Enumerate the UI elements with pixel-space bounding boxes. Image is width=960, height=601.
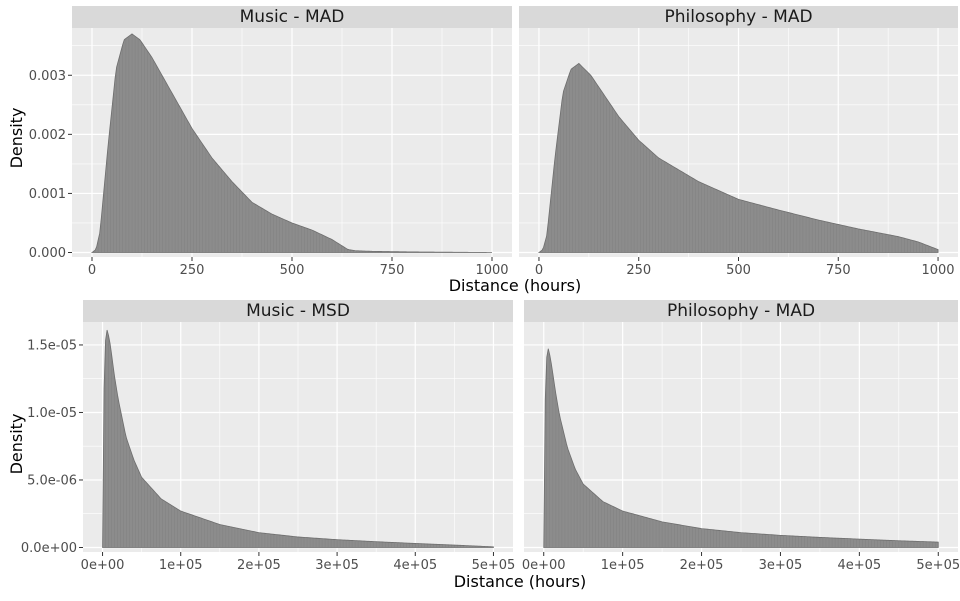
density-area xyxy=(537,62,939,253)
bottom-y-axis-title: Density xyxy=(7,414,26,475)
density-area xyxy=(102,329,494,548)
bottom-x-axis-title: Distance (hours) xyxy=(454,572,587,591)
y-tick-label: 0.0e+00 xyxy=(21,541,77,556)
y-tick-label: 5.0e-06 xyxy=(27,473,77,488)
x-tick-label: 1000 xyxy=(921,263,954,278)
x-tick-label: 2e+05 xyxy=(680,558,724,573)
panel-title: Music - MAD xyxy=(240,7,345,27)
y-tick-label: 0.002 xyxy=(29,128,66,143)
x-tick-label: 0e+00 xyxy=(81,558,125,573)
panel-title: Philosophy - MAD xyxy=(667,301,815,321)
x-tick-label: 0 xyxy=(88,263,96,278)
y-tick-label: 0.000 xyxy=(29,246,66,261)
panel-title: Philosophy - MAD xyxy=(664,7,812,27)
panel-strip xyxy=(524,300,958,322)
y-tick-label: 0.003 xyxy=(29,69,66,84)
x-tick-label: 5e+05 xyxy=(472,558,516,573)
panel-strip xyxy=(72,6,512,28)
x-tick-label: 0e+00 xyxy=(522,558,566,573)
y-tick-label: 1.5e-05 xyxy=(27,338,77,353)
x-tick-label: 3e+05 xyxy=(759,558,803,573)
x-tick-label: 2e+05 xyxy=(237,558,281,573)
panel-2: Philosophy - MAD 0 250 500 750 1000 xyxy=(519,6,958,278)
x-tick-label: 250 xyxy=(626,263,651,278)
x-tick-label: 1000 xyxy=(475,263,508,278)
y-tick-label: 0.001 xyxy=(29,187,66,202)
top-y-axis-title: Density xyxy=(7,108,26,169)
panel-4: Philosophy - MAD 0e+00 1e+05 2e+05 3e+05 4e+0… xyxy=(522,300,960,573)
x-tick-label: 1e+05 xyxy=(159,558,203,573)
top-x-axis-title: Distance (hours) xyxy=(449,276,582,295)
x-tick-label: 250 xyxy=(180,263,205,278)
x-tick-label: 4e+05 xyxy=(393,558,437,573)
density-area xyxy=(543,348,939,548)
x-tick-label: 1e+05 xyxy=(601,558,645,573)
panel-title: Music - MSD xyxy=(246,301,350,321)
x-tick-label: 0 xyxy=(535,263,543,278)
density-area xyxy=(90,33,493,253)
panel-1: Music - MAD 0 250 500 750 1000 0.000 0.001 0.002… xyxy=(29,6,512,278)
x-tick-label: 5e+05 xyxy=(916,558,960,573)
x-tick-label: 750 xyxy=(380,263,405,278)
panels-layer: Music - MAD 0 250 500 750 1000 0.000 0.001 0.002… xyxy=(21,6,960,573)
y-tick-label: 1.0e-05 xyxy=(27,406,77,421)
x-tick-label: 4e+05 xyxy=(838,558,882,573)
x-tick-label: 750 xyxy=(826,263,851,278)
panel-strip xyxy=(519,6,958,28)
x-tick-label: 500 xyxy=(726,263,751,278)
x-tick-label: 3e+05 xyxy=(315,558,359,573)
panel-3: Music - MSD 0e+00 1e+05 2e+05 3e+05 4e+05 5e+0… xyxy=(21,300,515,573)
panel-strip xyxy=(83,300,513,322)
x-tick-label: 500 xyxy=(280,263,305,278)
